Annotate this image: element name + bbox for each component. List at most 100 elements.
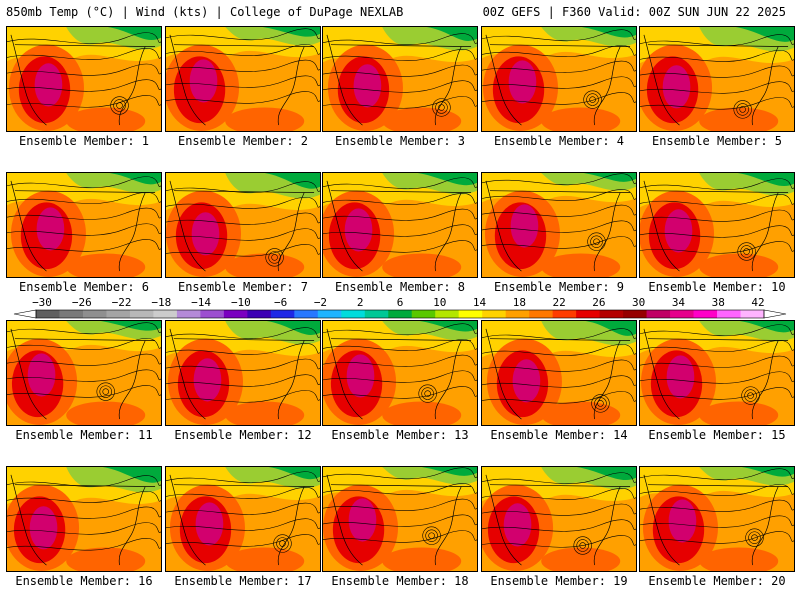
ensemble-panel: Ensemble Member: 2 [165, 26, 321, 156]
header-title: 850mb Temp (°C) | Wind (kts) | College o… [6, 5, 404, 19]
colorbar-segment [552, 310, 577, 318]
ensemble-panel: Ensemble Member: 11 [6, 320, 162, 450]
low-pressure-contours [432, 98, 451, 117]
colorbar-segment [623, 310, 648, 318]
low-pressure-contours [273, 534, 292, 553]
colorbar-segment [176, 310, 201, 318]
colorbar-tick-label: 42 [751, 296, 765, 309]
colorbar-segment [458, 310, 483, 318]
ensemble-panel: Ensemble Member: 1 [6, 26, 162, 156]
ensemble-member-map [322, 466, 478, 572]
ensemble-member-map [639, 172, 795, 278]
low-pressure-contours [583, 90, 602, 109]
ensemble-member-map [639, 466, 795, 572]
ensemble-member-label: Ensemble Member: 10 [648, 280, 786, 294]
ensemble-member-label: Ensemble Member: 18 [331, 574, 469, 588]
ensemble-member-map [165, 466, 321, 572]
ensemble-panel: Ensemble Member: 7 [165, 172, 321, 302]
ensemble-panel: Ensemble Member: 17 [165, 466, 321, 596]
ensemble-panel: Ensemble Member: 4 [481, 26, 637, 156]
colorbar-segment [36, 310, 60, 318]
ensemble-member-label: Ensemble Member: 12 [174, 428, 312, 442]
ensemble-panel: Ensemble Member: 8 [322, 172, 478, 302]
colorbar-segment [270, 310, 295, 318]
colorbar-segment [59, 310, 84, 318]
low-pressure-contours [741, 386, 760, 405]
colorbar-tick-label: −26 [71, 296, 92, 309]
ensemble-member-map [639, 26, 795, 132]
colorbar-segment [82, 310, 107, 318]
ensemble-panel: Ensemble Member: 18 [322, 466, 478, 596]
colorbar-segment [411, 310, 436, 318]
colorbar-tick-label: 30 [632, 296, 646, 309]
colorbar-segment [317, 310, 342, 318]
ensemble-member-label: Ensemble Member: 3 [334, 134, 466, 148]
ensemble-member-map [322, 172, 478, 278]
colorbar-tick-label: 26 [592, 296, 606, 309]
colorbar-left-arrow [13, 309, 37, 319]
ensemble-member-label: Ensemble Member: 13 [331, 428, 469, 442]
colorbar-segment [482, 310, 507, 318]
colorbar-tick-label: 10 [433, 296, 447, 309]
ensemble-member-label: Ensemble Member: 15 [648, 428, 786, 442]
ensemble-member-map [322, 320, 478, 426]
ensemble-panel: Ensemble Member: 13 [322, 320, 478, 450]
low-pressure-contours [733, 100, 752, 119]
colorbar-segment [670, 310, 695, 318]
ensemble-member-map [639, 320, 795, 426]
low-pressure-contours [422, 526, 441, 545]
colorbar-segment [153, 310, 178, 318]
colorbar-segment [294, 310, 319, 318]
temperature-colorbar: −30 −26 −22 −18 −14 −10 −6 −2 2 6 10 14 18 22 26 30 34 38… [0, 296, 800, 322]
colorbar-segment [129, 310, 154, 318]
ensemble-member-map [6, 320, 162, 426]
colorbar-outline [35, 309, 765, 319]
ensemble-panel: Ensemble Member: 10 [639, 172, 795, 302]
ensemble-member-label: Ensemble Member: 7 [177, 280, 309, 294]
ensemble-member-map [481, 26, 637, 132]
colorbar-segment [740, 310, 765, 318]
low-pressure-contours [745, 528, 764, 547]
low-pressure-contours [591, 394, 610, 413]
low-pressure-contours [265, 248, 284, 267]
colorbar-tick-label: −10 [230, 296, 251, 309]
colorbar-segment [223, 310, 248, 318]
ensemble-member-map [481, 320, 637, 426]
colorbar-segment [106, 310, 131, 318]
colorbar-segment [388, 310, 413, 318]
colorbar-tick-label: 38 [711, 296, 725, 309]
low-pressure-contours [96, 382, 115, 401]
colorbar-segment [247, 310, 272, 318]
low-pressure-contours [418, 384, 437, 403]
colorbar-segment [693, 310, 718, 318]
colorbar-segment [717, 310, 742, 318]
header-valid-time: 00Z GEFS | F360 Valid: 00Z SUN JUN 22 20… [482, 5, 786, 19]
low-pressure-contours [110, 96, 129, 115]
colorbar-tick-label: 22 [552, 296, 566, 309]
colorbar-tick-label: 6 [396, 296, 404, 309]
colorbar-tick-label: −18 [151, 296, 172, 309]
colorbar-tick-label: 18 [512, 296, 526, 309]
colorbar-right-arrow [763, 309, 787, 319]
ensemble-panel: Ensemble Member: 9 [481, 172, 637, 302]
ensemble-member-map [165, 172, 321, 278]
ensemble-member-map [6, 26, 162, 132]
colorbar-segment [529, 310, 554, 318]
ensemble-member-map [165, 26, 321, 132]
low-pressure-contours [737, 242, 756, 261]
ensemble-member-label: Ensemble Member: 4 [493, 134, 625, 148]
ensemble-member-label: Ensemble Member: 8 [334, 280, 466, 294]
ensemble-member-map [165, 320, 321, 426]
ensemble-panel: Ensemble Member: 19 [481, 466, 637, 596]
ensemble-panel: Ensemble Member: 16 [6, 466, 162, 596]
ensemble-panel: Ensemble Member: 14 [481, 320, 637, 450]
colorbar-segment [341, 310, 366, 318]
ensemble-member-label: Ensemble Member: 14 [490, 428, 628, 442]
ensemble-member-label: Ensemble Member: 16 [15, 574, 153, 588]
ensemble-member-label: Ensemble Member: 17 [174, 574, 312, 588]
colorbar-tick-label: 14 [472, 296, 487, 309]
ensemble-member-label: Ensemble Member: 11 [15, 428, 153, 442]
ensemble-panel: Ensemble Member: 5 [639, 26, 795, 156]
colorbar-segment [435, 310, 460, 318]
ensemble-member-map [481, 466, 637, 572]
